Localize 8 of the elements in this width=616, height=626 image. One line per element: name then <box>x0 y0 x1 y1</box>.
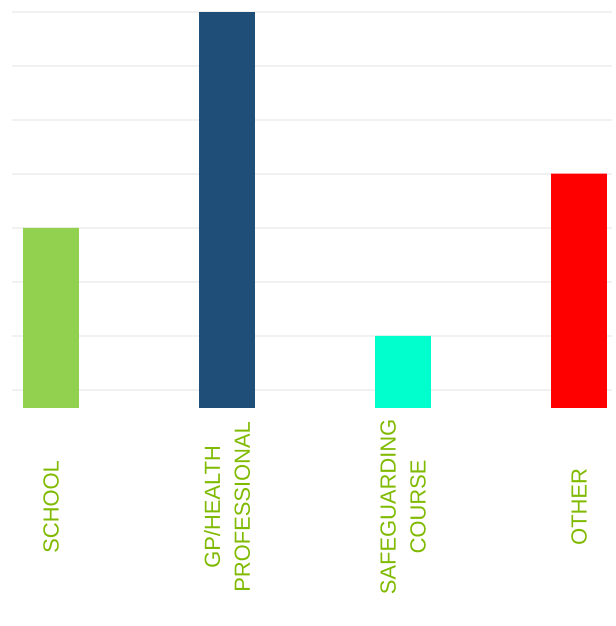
x-tick-label: OTHER <box>571 469 587 544</box>
x-tick-label: SAFEGUARDING COURSE <box>380 420 426 594</box>
bar <box>551 174 608 408</box>
bar <box>23 228 79 408</box>
bar <box>375 336 432 408</box>
x-tick-label: GP/HEALTH PROFESSIONAL <box>204 422 250 590</box>
x-tick-label: SCHOOL <box>43 460 59 552</box>
bar <box>199 12 256 408</box>
